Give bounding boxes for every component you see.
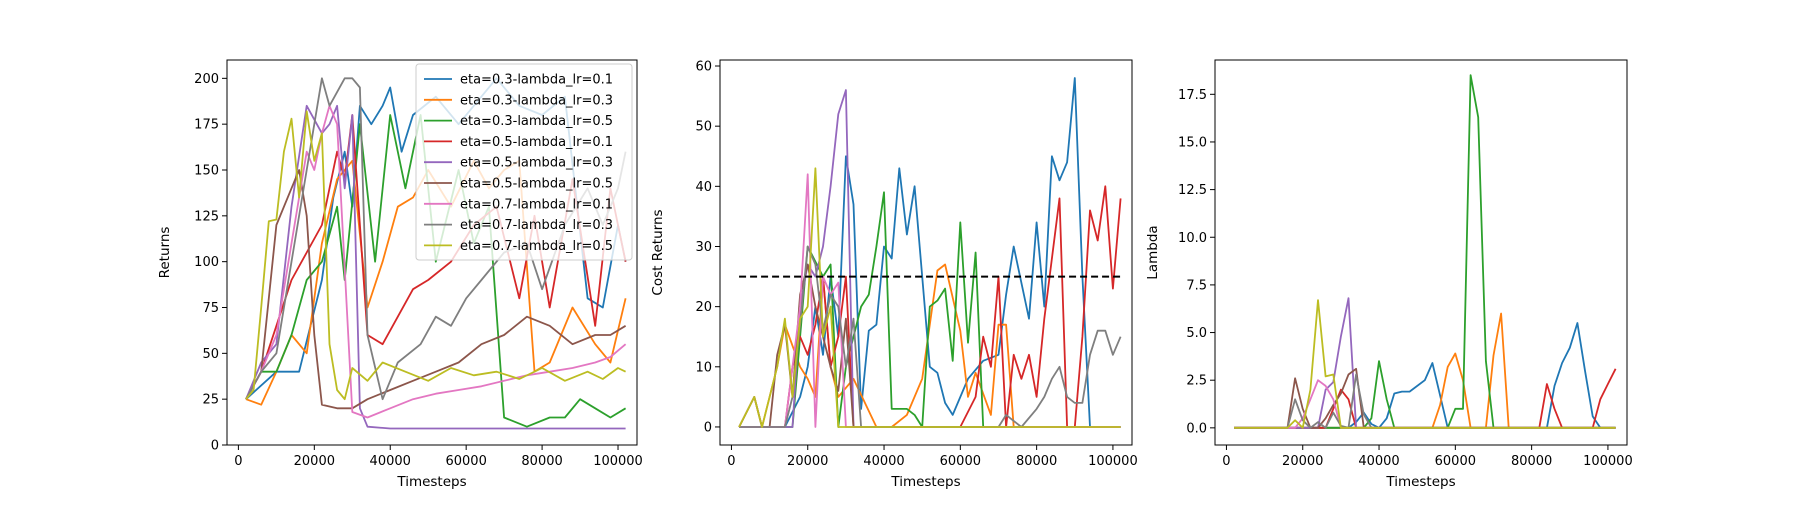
series-line-8 xyxy=(739,245,1122,428)
series-line-9 xyxy=(245,110,626,401)
y-tick-label: 30 xyxy=(695,240,712,255)
x-tick-label: 80000 xyxy=(521,454,562,469)
x-tick-label: 60000 xyxy=(1435,454,1476,469)
y-tick-label: 150 xyxy=(194,164,219,179)
chart-panel-1: 0 20000 40000 60000 80000 100000 0 25 50 75 100 125… xyxy=(157,59,643,490)
y-tick-label: 20 xyxy=(695,300,712,315)
y-tick-label: 0 xyxy=(211,439,219,454)
x-tick-label: 60000 xyxy=(940,454,981,469)
y-tick-label: 17.5 xyxy=(1178,88,1207,103)
y-axis-label: Cost Returns xyxy=(650,209,666,295)
series-group xyxy=(245,77,627,430)
plot-frame xyxy=(1214,59,1628,446)
y-tick-label: 0.0 xyxy=(1186,421,1207,436)
x-tick-label: 80000 xyxy=(1511,454,1552,469)
x-axis-label: Timesteps xyxy=(396,474,466,490)
y-tick-label: 10.0 xyxy=(1178,231,1207,246)
y-tick-label: 0 xyxy=(704,420,712,435)
legend-label: eta=0.7-lambda_lr=0.5 xyxy=(460,239,613,254)
series-line-5 xyxy=(1234,297,1616,429)
y-tick-label: 75 xyxy=(202,301,219,316)
legend-label: eta=0.3-lambda_lr=0.5 xyxy=(460,114,613,129)
y-tick-label: 40 xyxy=(695,180,712,195)
plot-frame xyxy=(226,59,638,446)
plot-frame xyxy=(719,59,1133,446)
x-axis-label: Timesteps xyxy=(1385,474,1455,490)
x-tick-label: 100000 xyxy=(1583,454,1633,469)
chart-panel-3: 0 20000 40000 60000 80000 100000 0.0 2.5 5.0 7.5 1… xyxy=(1145,59,1633,490)
legend: eta=0.3-lambda_lr=0.1 eta=0.3-lambda_lr=0… xyxy=(415,63,633,261)
series-line-9 xyxy=(738,167,1121,428)
x-tick-label: 0 xyxy=(234,454,242,469)
y-tick-label: 12.5 xyxy=(1178,183,1207,198)
series-line-4 xyxy=(245,114,627,400)
legend-label: eta=0.7-lambda_lr=0.1 xyxy=(460,197,613,212)
y-tick-label: 50 xyxy=(202,347,219,362)
x-tick-label: 20000 xyxy=(1282,454,1323,469)
series-line-5 xyxy=(739,89,1121,428)
y-tick-label: 50 xyxy=(695,120,712,135)
series-line-5 xyxy=(245,104,626,430)
legend-label: eta=0.3-lambda_lr=0.3 xyxy=(460,93,613,108)
x-tick-label: 40000 xyxy=(370,454,411,469)
y-tick-label: 175 xyxy=(194,118,219,133)
x-tick-label: 40000 xyxy=(1358,454,1399,469)
y-tick-label: 10 xyxy=(695,360,712,375)
series-line-7 xyxy=(1234,379,1616,429)
y-tick-label: 5.0 xyxy=(1186,326,1207,341)
chart-panel-2: 0 20000 40000 60000 80000 100000 0 10 20 30 40 50 60… xyxy=(650,59,1138,490)
x-tick-label: 60000 xyxy=(445,454,486,469)
series-group xyxy=(1234,74,1617,429)
series-line-8 xyxy=(1234,373,1616,429)
x-tick-label: 40000 xyxy=(863,454,904,469)
y-axis-label: Lambda xyxy=(1145,225,1161,279)
legend-label: eta=0.5-lambda_lr=0.3 xyxy=(460,156,613,171)
series-group xyxy=(738,77,1122,428)
y-tick-label: 125 xyxy=(194,209,219,224)
series-line-7 xyxy=(245,104,627,419)
y-tick-label: 100 xyxy=(194,255,219,270)
y-tick-label: 2.5 xyxy=(1186,374,1207,389)
legend-label: eta=0.5-lambda_lr=0.1 xyxy=(460,135,613,150)
x-tick-label: 0 xyxy=(1222,454,1230,469)
legend-label: eta=0.5-lambda_lr=0.5 xyxy=(460,177,613,192)
x-tick-label: 80000 xyxy=(1016,454,1057,469)
legend-label: eta=0.7-lambda_lr=0.3 xyxy=(460,218,613,233)
series-line-3 xyxy=(1234,74,1616,429)
legend-box xyxy=(415,63,633,261)
x-tick-label: 100000 xyxy=(1088,454,1138,469)
series-line-6 xyxy=(1234,367,1616,429)
x-tick-label: 20000 xyxy=(787,454,828,469)
x-tick-label: 20000 xyxy=(294,454,335,469)
y-tick-label: 15.0 xyxy=(1178,135,1207,150)
legend-label: eta=0.3-lambda_lr=0.1 xyxy=(460,73,613,88)
x-tick-label: 100000 xyxy=(593,454,643,469)
y-tick-label: 200 xyxy=(194,72,219,87)
y-tick-label: 25 xyxy=(202,393,219,408)
y-tick-label: 7.5 xyxy=(1186,278,1207,293)
y-tick-label: 60 xyxy=(695,60,712,75)
series-line-9 xyxy=(1234,299,1616,429)
x-tick-label: 0 xyxy=(727,454,735,469)
x-axis-label: Timesteps xyxy=(890,474,960,490)
y-axis-label: Returns xyxy=(157,227,173,279)
